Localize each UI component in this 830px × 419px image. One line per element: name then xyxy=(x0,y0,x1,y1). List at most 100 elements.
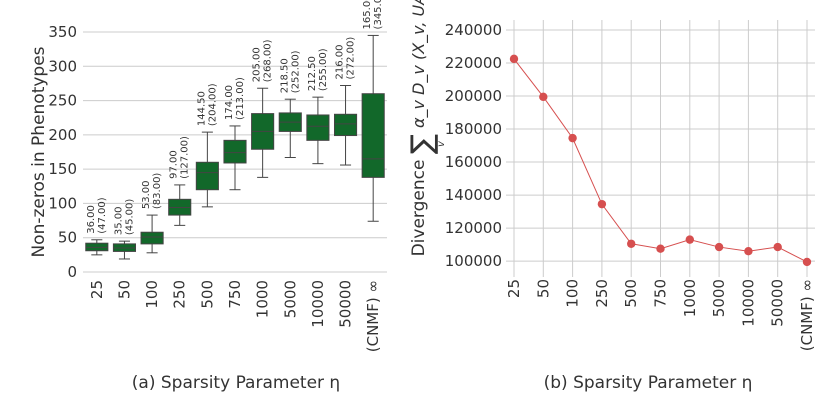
chart-b-point xyxy=(802,257,812,267)
chart-b-caption: (b) Sparsity Parameter η xyxy=(544,373,753,393)
chart-b-ytick: 200000 xyxy=(445,87,502,105)
chart-b-xtick: 250 xyxy=(593,279,611,308)
chart-a-xtick: 25 xyxy=(88,280,106,299)
chart-a-annotation-median: 97.00 xyxy=(169,150,180,179)
chart-a-box xyxy=(306,114,330,141)
chart-b-point xyxy=(656,244,665,253)
chart-b-point xyxy=(509,54,519,64)
chart-b-xtick: 10000 xyxy=(739,279,757,327)
chart-a-ytick: 0 xyxy=(67,263,77,281)
chart-b-ytick: 160000 xyxy=(445,153,502,171)
chart-a-box xyxy=(223,139,247,164)
chart-b-ytick: 220000 xyxy=(445,54,502,72)
chart-b-ylabel-formula: α_v D_v (X_v, UA_v) xyxy=(409,0,429,128)
chart-b-xtick: 25 xyxy=(505,279,523,298)
chart-a-box-group: 36.00 (47.00) xyxy=(85,197,109,256)
chart-a-ytick: 250 xyxy=(48,92,77,110)
chart-b-ytick: 120000 xyxy=(445,219,502,237)
chart-a-box-group: 205.00 (268.00) xyxy=(251,39,275,178)
chart-a-annotation-max: (268.00) xyxy=(263,39,274,82)
chart-a-annotation-max: (252.00) xyxy=(290,50,301,93)
chart-a-box-group: 97.00 (127.00) xyxy=(168,136,192,226)
chart-a-annotation-max: (127.00) xyxy=(180,136,191,179)
chart-a-box xyxy=(140,231,164,245)
chart-a-box-group: 144.50 (204.00) xyxy=(195,83,219,208)
chart-a-annotation-median: 53.00 xyxy=(141,180,152,209)
chart-a-ytick: 350 xyxy=(48,23,77,41)
chart-a-annotation-max: (45.00) xyxy=(124,199,135,236)
chart-b-xtick: 100 xyxy=(564,279,582,308)
chart-a-annotation-median: 216.00 xyxy=(335,44,346,79)
chart-a-annotation-max: (83.00) xyxy=(152,173,163,210)
chart-a-box-group: 216.00 (272.00) xyxy=(333,37,358,166)
chart-b-point xyxy=(744,246,753,256)
chart-b-xtick: 50000 xyxy=(769,279,787,327)
chart-b-ytick: 180000 xyxy=(445,120,502,138)
chart-a-box-group: 53.00 (83.00) xyxy=(140,173,164,254)
chart-a-box-group: 35.00 (45.00) xyxy=(112,199,137,260)
chart-a-annotation-median: 165.00 xyxy=(362,0,373,29)
chart-a-box xyxy=(361,93,385,178)
chart-b-point xyxy=(773,242,782,252)
chart-b-line: 100000 120000 140000 160000 180000 200000 2200… xyxy=(445,20,816,351)
chart-a-ytick: 300 xyxy=(48,57,77,75)
chart-a-annotation-median: 218.50 xyxy=(279,58,290,93)
chart-a-xtick: 1000 xyxy=(254,280,272,318)
chart-b-xtick: 1000 xyxy=(681,279,699,317)
chart-b-xtick: 5000 xyxy=(710,279,728,317)
chart-a-xtick: 5000 xyxy=(281,280,299,318)
chart-a-annotation-max: (204.00) xyxy=(207,83,218,126)
chart-b-point xyxy=(597,199,607,209)
chart-a-xtick: 50 xyxy=(115,280,133,299)
chart-b-xtick: (CNMF) ∞ xyxy=(798,279,816,351)
chart-a-annotation-median: 205.00 xyxy=(252,47,263,82)
chart-b-ylabel-prefix: Divergence xyxy=(409,160,429,257)
chart-a-caption: (a) Sparsity Parameter η xyxy=(132,373,340,393)
chart-b-ytick: 140000 xyxy=(445,186,502,204)
chart-b-ylabel-sum: ∑ xyxy=(405,134,440,154)
chart-a-annotation-max: (255.00) xyxy=(318,48,329,91)
chart-b-ylabel: Divergence ∑ v α_v D_v (X_v, UA_v) xyxy=(405,0,447,256)
chart-b-point xyxy=(685,235,694,244)
chart-a-ytick: 50 xyxy=(58,229,77,247)
chart-b-xtick: 500 xyxy=(622,279,640,308)
chart-a-ytick: 100 xyxy=(48,194,77,212)
chart-b-xtick: 50 xyxy=(534,279,552,298)
chart-a-boxplot: 0 50 100 150 200 250 300 350 25 50 100 250 500 750 100… xyxy=(48,0,387,352)
chart-a-box-group: 218.50 (252.00) xyxy=(278,50,302,158)
chart-a-xtick: 10000 xyxy=(309,280,327,328)
chart-a-annotation-median: 36.00 xyxy=(86,205,97,234)
chart-a-ylabel: Non-zeros in Phenotypes xyxy=(29,46,49,257)
chart-b-point xyxy=(714,242,724,252)
chart-a-box-group: 165.00 (345.00) xyxy=(361,0,385,222)
chart-a-xtick: 50000 xyxy=(337,280,355,328)
chart-a-xtick: 750 xyxy=(226,280,244,309)
chart-a-box xyxy=(195,161,219,191)
chart-b-point xyxy=(627,239,636,248)
chart-b-ylabel-sub: v xyxy=(436,140,447,147)
chart-a-xtick: 100 xyxy=(143,280,161,309)
chart-a-ytick: 150 xyxy=(48,160,77,178)
chart-a-box xyxy=(333,113,358,137)
chart-a-annotation-max: (213.00) xyxy=(235,77,246,120)
chart-a-box-group: 212.50 (255.00) xyxy=(306,48,330,165)
chart-a-annotation-max: (47.00) xyxy=(97,197,108,234)
chart-a-box-group: 174.00 (213.00) xyxy=(223,77,247,191)
chart-b-ytick: 100000 xyxy=(445,252,502,270)
chart-b-point xyxy=(539,92,548,102)
chart-b-ytick: 240000 xyxy=(445,21,502,39)
chart-a-annotation-max: (345.00) xyxy=(373,0,384,29)
chart-a-annotation-median: 174.00 xyxy=(224,85,235,120)
chart-a-xtick: (CNMF) ∞ xyxy=(364,280,382,352)
chart-b-xtick: 750 xyxy=(652,279,670,308)
chart-a-ytick: 200 xyxy=(48,126,77,144)
chart-a-xtick: 500 xyxy=(198,280,216,309)
chart-b-point xyxy=(568,133,577,143)
chart-a-annotation-median: 35.00 xyxy=(113,207,124,236)
chart-a-annotation-median: 212.50 xyxy=(307,56,318,91)
chart-a-annotation-max: (272.00) xyxy=(346,37,357,80)
chart-a-xtick: 250 xyxy=(171,280,189,309)
chart-a-annotation-median: 144.50 xyxy=(196,91,207,126)
